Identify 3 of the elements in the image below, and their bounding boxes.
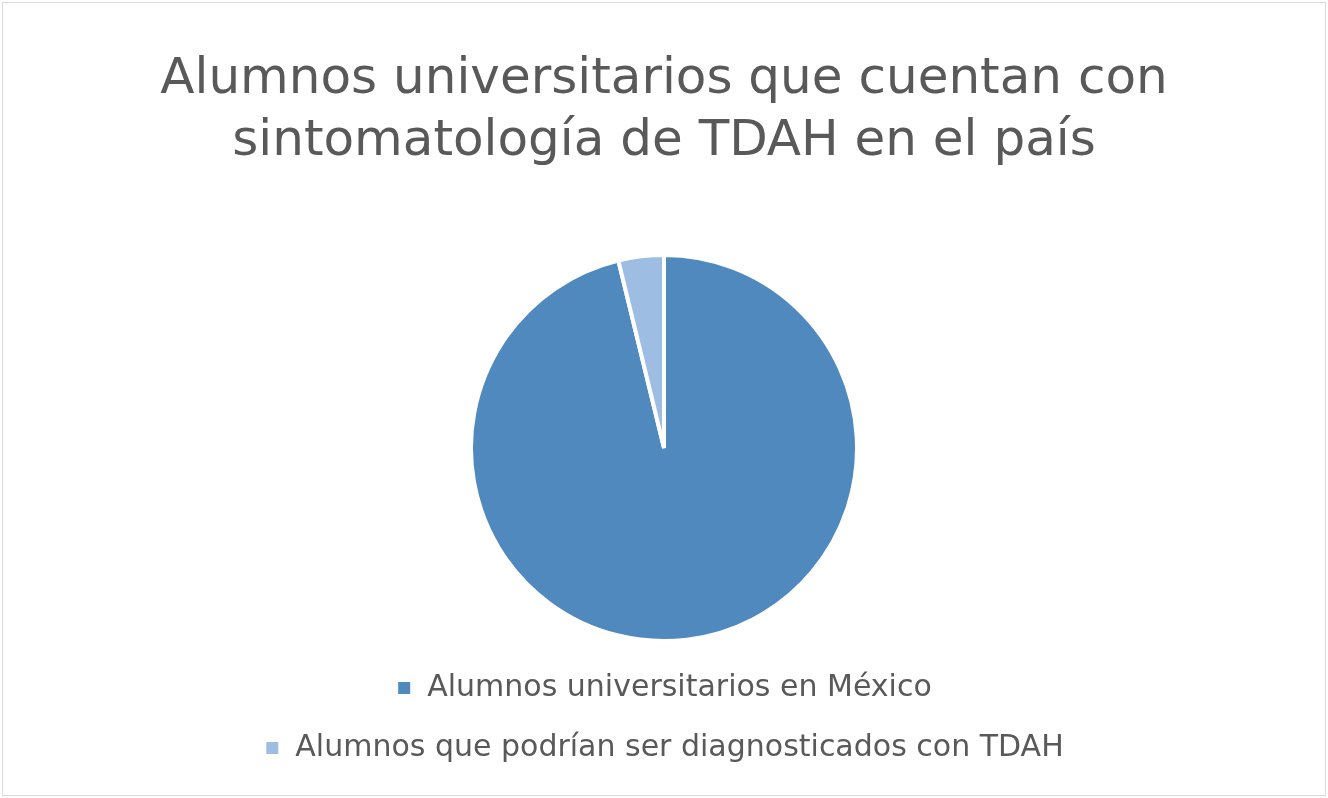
- legend-label: Alumnos que podrían ser diagnosticados con TDAH: [295, 727, 1064, 763]
- legend-label: Alumnos universitarios en México: [427, 667, 932, 703]
- chart-title: Alumnos universitarios que cuentan con sintomatología de TDAH en el país: [159, 46, 1169, 169]
